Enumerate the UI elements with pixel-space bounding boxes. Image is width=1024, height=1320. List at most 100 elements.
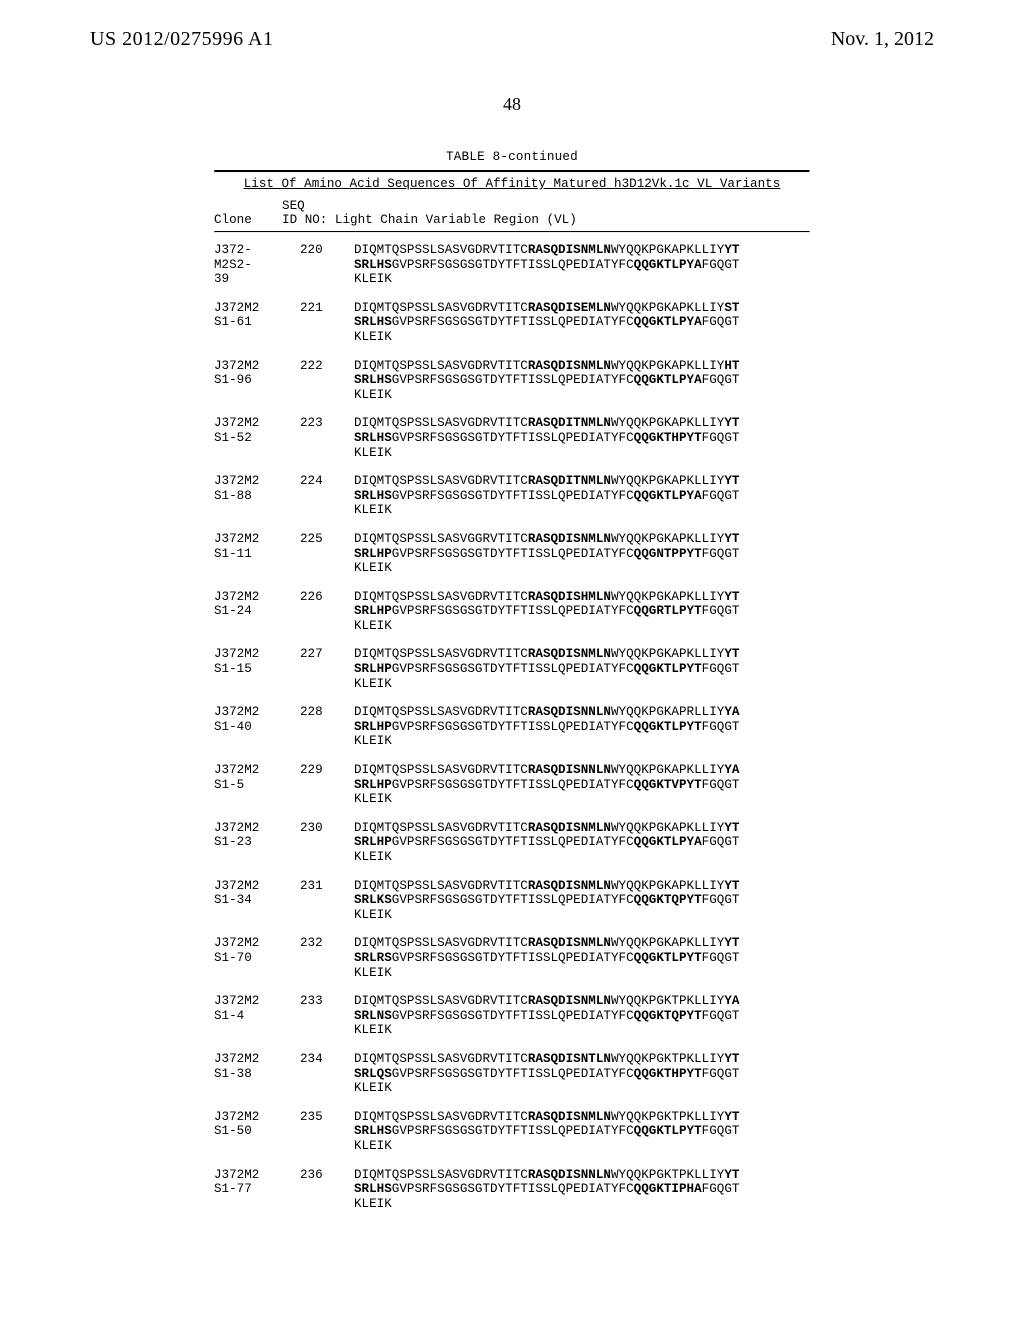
table-row: J372M2 S1-70232DIQMTQSPSSLSASVGDRVTITCRA… <box>214 936 810 980</box>
col-hdr-line2: Clone ID NO: Light Chain Variable Region… <box>214 213 810 227</box>
sequence-block: DIQMTQSPSSLSASVGDRVTITCRASQDISNMLNWYQQKP… <box>354 821 810 865</box>
pub-number: US 2012/0275996 A1 <box>90 28 273 51</box>
sequence-block: DIQMTQSPSSLSASVGDRVTITCRASQDISNMLNWYQQKP… <box>354 359 810 403</box>
clone-id: J372M2 S1-23 <box>214 821 300 850</box>
clone-id: J372M2 S1-88 <box>214 474 300 503</box>
sequence-line: KLEIK <box>354 330 810 345</box>
sequence-line: KLEIK <box>354 1139 810 1154</box>
seq-id-no: 236 <box>300 1168 354 1183</box>
sequence-line: DIQMTQSPSSLSASVGDRVTITCRASQDITNMLNWYQQKP… <box>354 474 810 489</box>
seq-id-no: 231 <box>300 879 354 894</box>
clone-id: J372M2 S1-40 <box>214 705 300 734</box>
sequence-block: DIQMTQSPSSLSASVGDRVTITCRASQDISNMLNWYQQKP… <box>354 994 810 1038</box>
table-row: J372M2 S1-77236DIQMTQSPSSLSASVGDRVTITCRA… <box>214 1168 810 1212</box>
sequence-line: KLEIK <box>354 619 810 634</box>
seq-id-no: 222 <box>300 359 354 374</box>
sequence-line: DIQMTQSPSSLSASVGDRVTITCRASQDISNMLNWYQQKP… <box>354 359 810 374</box>
sequence-line: SRLHPGVPSRFSGSGSGTDYTFTISSLQPEDIATYFCQQG… <box>354 662 810 677</box>
sequence-line: KLEIK <box>354 272 810 287</box>
table-row: J372M2 S1-24226DIQMTQSPSSLSASVGDRVTITCRA… <box>214 590 810 634</box>
sequence-line: DIQMTQSPSSLSASVGGRVTITCRASQDISNMLNWYQQKP… <box>354 532 810 547</box>
table-row: J372M2 S1-38234DIQMTQSPSSLSASVGDRVTITCRA… <box>214 1052 810 1096</box>
table-row: J372M2 S1-34231DIQMTQSPSSLSASVGDRVTITCRA… <box>214 879 810 923</box>
sequence-line: DIQMTQSPSSLSASVGDRVTITCRASQDISNMLNWYQQKP… <box>354 1110 810 1125</box>
clone-id: J372M2 S1-15 <box>214 647 300 676</box>
clone-id: J372M2 S1-38 <box>214 1052 300 1081</box>
sequence-line: DIQMTQSPSSLSASVGDRVTITCRASQDISHMLNWYQQKP… <box>354 590 810 605</box>
sequence-line: SRLHSGVPSRFSGSGSGTDYTFTISSLQPEDIATYFCQQG… <box>354 315 810 330</box>
seq-id-no: 223 <box>300 416 354 431</box>
seq-id-no: 235 <box>300 1110 354 1125</box>
table-row: J372M2 S1-15227DIQMTQSPSSLSASVGDRVTITCRA… <box>214 647 810 691</box>
table-row: J372M2 S1-5229DIQMTQSPSSLSASVGDRVTITCRAS… <box>214 763 810 807</box>
sequence-line: KLEIK <box>354 1023 810 1038</box>
table-row: J372M2 S1-96222DIQMTQSPSSLSASVGDRVTITCRA… <box>214 359 810 403</box>
sequence-line: DIQMTQSPSSLSASVGDRVTITCRASQDISNTLNWYQQKP… <box>354 1052 810 1067</box>
sequence-line: DIQMTQSPSSLSASVGDRVTITCRASQDISNMLNWYQQKP… <box>354 936 810 951</box>
sequence-block: DIQMTQSPSSLSASVGDRVTITCRASQDISNMLNWYQQKP… <box>354 647 810 691</box>
table-row: J372M2 S1-50235DIQMTQSPSSLSASVGDRVTITCRA… <box>214 1110 810 1154</box>
column-headers: SEQ Clone ID NO: Light Chain Variable Re… <box>214 197 810 231</box>
seq-id-no: 230 <box>300 821 354 836</box>
clone-id: J372M2 S1-11 <box>214 532 300 561</box>
clone-id: J372M2 S1-24 <box>214 590 300 619</box>
table-row: J372M2 S1-23230DIQMTQSPSSLSASVGDRVTITCRA… <box>214 821 810 865</box>
sequence-block: DIQMTQSPSSLSASVGDRVTITCRASQDISNNLNWYQQKP… <box>354 705 810 749</box>
table-row: J372M2 S1-61221DIQMTQSPSSLSASVGDRVTITCRA… <box>214 301 810 345</box>
sequence-table: TABLE 8-continued List Of Amino Acid Seq… <box>214 150 810 1211</box>
sequence-line: SRLHPGVPSRFSGSGSGTDYTFTISSLQPEDIATYFCQQG… <box>354 547 810 562</box>
sequence-line: SRLHPGVPSRFSGSGSGTDYTFTISSLQPEDIATYFCQQG… <box>354 778 810 793</box>
sequence-line: SRLHSGVPSRFSGSGSGTDYTFTISSLQPEDIATYFCQQG… <box>354 431 810 446</box>
sequence-line: SRLHPGVPSRFSGSGSGTDYTFTISSLQPEDIATYFCQQG… <box>354 835 810 850</box>
patent-page: US 2012/0275996 A1 Nov. 1, 2012 48 TABLE… <box>0 0 1024 1320</box>
sequence-line: DIQMTQSPSSLSASVGDRVTITCRASQDISEMLNWYQQKP… <box>354 301 810 316</box>
table-row: J372M2 S1-52223DIQMTQSPSSLSASVGDRVTITCRA… <box>214 416 810 460</box>
clone-id: J372M2 S1-52 <box>214 416 300 445</box>
sequence-line: DIQMTQSPSSLSASVGDRVTITCRASQDISNNLNWYQQKP… <box>354 763 810 778</box>
sequence-line: DIQMTQSPSSLSASVGDRVTITCRASQDISNMLNWYQQKP… <box>354 243 810 258</box>
clone-id: J372M2 S1-50 <box>214 1110 300 1139</box>
sequence-block: DIQMTQSPSSLSASVGDRVTITCRASQDISEMLNWYQQKP… <box>354 301 810 345</box>
clone-id: J372- M2S2- 39 <box>214 243 300 287</box>
sequence-line: SRLKSGVPSRFSGSGSGTDYTFTISSLQPEDIATYFCQQG… <box>354 893 810 908</box>
sequence-line: SRLHSGVPSRFSGSGSGTDYTFTISSLQPEDIATYFCQQG… <box>354 1182 810 1197</box>
sequence-block: DIQMTQSPSSLSASVGDRVTITCRASQDISNMLNWYQQKP… <box>354 879 810 923</box>
sequence-line: SRLHPGVPSRFSGSGSGTDYTFTISSLQPEDIATYFCQQG… <box>354 720 810 735</box>
sequence-line: SRLHSGVPSRFSGSGSGTDYTFTISSLQPEDIATYFCQQG… <box>354 258 810 273</box>
seq-id-no: 229 <box>300 763 354 778</box>
sequence-line: KLEIK <box>354 966 810 981</box>
clone-id: J372M2 S1-61 <box>214 301 300 330</box>
sequence-block: DIQMTQSPSSLSASVGDRVTITCRASQDISHMLNWYQQKP… <box>354 590 810 634</box>
table-row: J372M2 S1-4233DIQMTQSPSSLSASVGDRVTITCRAS… <box>214 994 810 1038</box>
table-row: J372- M2S2- 39220DIQMTQSPSSLSASVGDRVTITC… <box>214 243 810 287</box>
sequence-line: DIQMTQSPSSLSASVGDRVTITCRASQDISNMLNWYQQKP… <box>354 821 810 836</box>
sequence-line: SRLHSGVPSRFSGSGSGTDYTFTISSLQPEDIATYFCQQG… <box>354 489 810 504</box>
sequence-block: DIQMTQSPSSLSASVGDRVTITCRASQDITNMLNWYQQKP… <box>354 474 810 518</box>
clone-id: J372M2 S1-96 <box>214 359 300 388</box>
clone-id: J372M2 S1-5 <box>214 763 300 792</box>
sequence-line: SRLHSGVPSRFSGSGSGTDYTFTISSLQPEDIATYFCQQG… <box>354 1124 810 1139</box>
seq-id-no: 225 <box>300 532 354 547</box>
entries-container: J372- M2S2- 39220DIQMTQSPSSLSASVGDRVTITC… <box>214 243 810 1211</box>
table-subtitle: List Of Amino Acid Sequences Of Affinity… <box>214 173 810 197</box>
table-row: J372M2 S1-11225DIQMTQSPSSLSASVGGRVTITCRA… <box>214 532 810 576</box>
sequence-line: DIQMTQSPSSLSASVGDRVTITCRASQDISNMLNWYQQKP… <box>354 647 810 662</box>
seq-id-no: 232 <box>300 936 354 951</box>
sequence-line: SRLHSGVPSRFSGSGSGTDYTFTISSLQPEDIATYFCQQG… <box>354 373 810 388</box>
sequence-line: KLEIK <box>354 388 810 403</box>
sequence-line: DIQMTQSPSSLSASVGDRVTITCRASQDITNMLNWYQQKP… <box>354 416 810 431</box>
sequence-block: DIQMTQSPSSLSASVGDRVTITCRASQDISNTLNWYQQKP… <box>354 1052 810 1096</box>
sequence-line: SRLNSGVPSRFSGSGSGTDYTFTISSLQPEDIATYFCQQG… <box>354 1009 810 1024</box>
sequence-block: DIQMTQSPSSLSASVGDRVTITCRASQDISNMLNWYQQKP… <box>354 1110 810 1154</box>
col-hdr-line1: SEQ <box>214 199 810 213</box>
sequence-line: DIQMTQSPSSLSASVGDRVTITCRASQDISNNLNWYQQKP… <box>354 1168 810 1183</box>
seq-id-no: 234 <box>300 1052 354 1067</box>
sequence-line: KLEIK <box>354 850 810 865</box>
hr-icon <box>214 231 810 233</box>
clone-id: J372M2 S1-4 <box>214 994 300 1023</box>
table-row: J372M2 S1-88224DIQMTQSPSSLSASVGDRVTITCRA… <box>214 474 810 518</box>
sequence-line: KLEIK <box>354 734 810 749</box>
sequence-line: SRLQSGVPSRFSGSGSGTDYTFTISSLQPEDIATYFCQQG… <box>354 1067 810 1082</box>
sequence-line: KLEIK <box>354 1197 810 1212</box>
seq-id-no: 224 <box>300 474 354 489</box>
